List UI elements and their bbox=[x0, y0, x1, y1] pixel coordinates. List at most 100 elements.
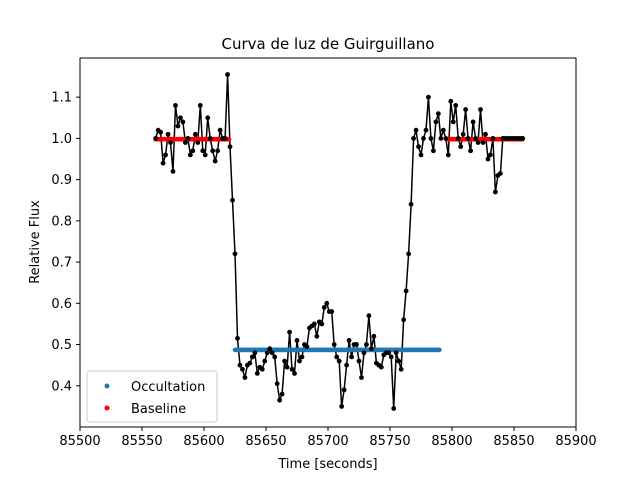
observed-point bbox=[411, 135, 416, 141]
observed-point bbox=[304, 344, 310, 350]
legend-baseline-label: Baseline bbox=[131, 402, 186, 417]
observed-point bbox=[356, 358, 362, 364]
observed-point bbox=[160, 160, 166, 166]
observed-point bbox=[406, 251, 411, 257]
observed-point bbox=[299, 354, 305, 360]
observed-point bbox=[192, 131, 198, 137]
observed-point bbox=[490, 135, 496, 141]
observed-point bbox=[197, 103, 203, 108]
observed-point bbox=[364, 342, 369, 347]
observed-point bbox=[205, 115, 211, 121]
observed-point bbox=[438, 135, 444, 141]
legend-box bbox=[86, 370, 218, 423]
observed-point bbox=[240, 366, 245, 372]
baseline-point bbox=[226, 136, 232, 142]
y-axis: 0.4 0.5 0.6 0.7 0.8 0.9 1.0 1.1 bbox=[51, 91, 80, 394]
observed-point bbox=[480, 140, 486, 145]
observed-point bbox=[393, 350, 399, 356]
observed-point bbox=[163, 152, 168, 158]
observed-point bbox=[173, 103, 178, 108]
observed-point bbox=[269, 350, 275, 356]
observed-point bbox=[168, 140, 173, 145]
observed-point bbox=[468, 148, 473, 154]
x-tick-label: 85850 bbox=[493, 434, 534, 449]
observed-point bbox=[458, 144, 464, 150]
observed-point bbox=[418, 152, 424, 158]
observed-point bbox=[287, 329, 292, 335]
observed-point bbox=[321, 305, 327, 310]
observed-point bbox=[349, 354, 354, 360]
observed-point bbox=[460, 131, 466, 137]
observed-point bbox=[277, 397, 283, 403]
observed-point bbox=[180, 119, 186, 125]
observed-point bbox=[435, 111, 441, 117]
observed-point bbox=[369, 346, 374, 352]
observed-point bbox=[448, 98, 454, 104]
observed-point bbox=[391, 406, 397, 411]
observed-point bbox=[319, 321, 325, 327]
observed-point bbox=[200, 148, 206, 154]
observed-point bbox=[237, 362, 243, 368]
observed-point bbox=[453, 103, 459, 108]
observed-point bbox=[264, 350, 270, 356]
x-tick-label: 85600 bbox=[183, 434, 224, 449]
observed-point bbox=[336, 358, 342, 364]
x-tick-label: 85550 bbox=[121, 434, 162, 449]
y-tick-label: 1.0 bbox=[51, 132, 72, 147]
observed-flux-line bbox=[154, 74, 523, 409]
observed-point bbox=[262, 358, 268, 364]
observed-point bbox=[478, 107, 483, 112]
observed-point bbox=[470, 119, 476, 125]
x-tick-label: 85900 bbox=[555, 434, 596, 449]
observed-point bbox=[341, 387, 347, 393]
observed-point bbox=[416, 144, 421, 150]
observed-point bbox=[450, 119, 456, 125]
observed-point bbox=[428, 135, 434, 141]
observed-point bbox=[485, 156, 491, 162]
observed-point bbox=[398, 366, 404, 372]
observed-point bbox=[408, 201, 414, 207]
observed-point bbox=[254, 371, 260, 376]
observed-point bbox=[396, 358, 402, 364]
observed-point bbox=[183, 140, 188, 145]
occultation-point bbox=[437, 347, 442, 353]
observed-point bbox=[388, 354, 394, 360]
observed-point bbox=[252, 350, 258, 356]
observed-point bbox=[289, 366, 295, 372]
observed-point bbox=[212, 158, 218, 164]
x-tick-label: 85500 bbox=[59, 434, 100, 449]
x-axis-label: Time [seconds] bbox=[277, 457, 377, 472]
observed-point bbox=[190, 148, 196, 154]
observed-point bbox=[292, 371, 297, 376]
observed-point bbox=[401, 317, 407, 323]
observed-point bbox=[421, 135, 426, 141]
observed-point bbox=[230, 197, 235, 203]
observed-point bbox=[520, 135, 526, 141]
x-tick-label: 85700 bbox=[307, 434, 348, 449]
observed-point bbox=[483, 131, 488, 137]
observed-point bbox=[455, 135, 461, 141]
observed-point bbox=[279, 391, 285, 397]
observed-point bbox=[329, 309, 335, 314]
observed-point bbox=[225, 72, 230, 77]
observed-point bbox=[359, 375, 364, 380]
observed-point bbox=[215, 148, 221, 154]
observed-point bbox=[331, 342, 337, 347]
legend-occultation-label: Occultation bbox=[131, 380, 205, 395]
observed-point bbox=[493, 189, 498, 195]
observed-point bbox=[158, 129, 164, 135]
observed-point bbox=[361, 350, 367, 356]
plot-area bbox=[153, 72, 526, 411]
observed-point bbox=[440, 127, 446, 133]
observed-point bbox=[423, 127, 429, 133]
observed-point bbox=[426, 94, 431, 100]
observed-point bbox=[354, 342, 359, 347]
y-tick-label: 0.5 bbox=[51, 338, 72, 353]
observed-point bbox=[267, 346, 273, 352]
observed-point bbox=[195, 140, 201, 145]
y-tick-label: 0.8 bbox=[51, 214, 72, 229]
observed-point bbox=[274, 381, 280, 387]
observed-point bbox=[247, 360, 253, 366]
y-axis-label: Relative Flux bbox=[28, 200, 43, 284]
observed-point bbox=[153, 135, 159, 141]
